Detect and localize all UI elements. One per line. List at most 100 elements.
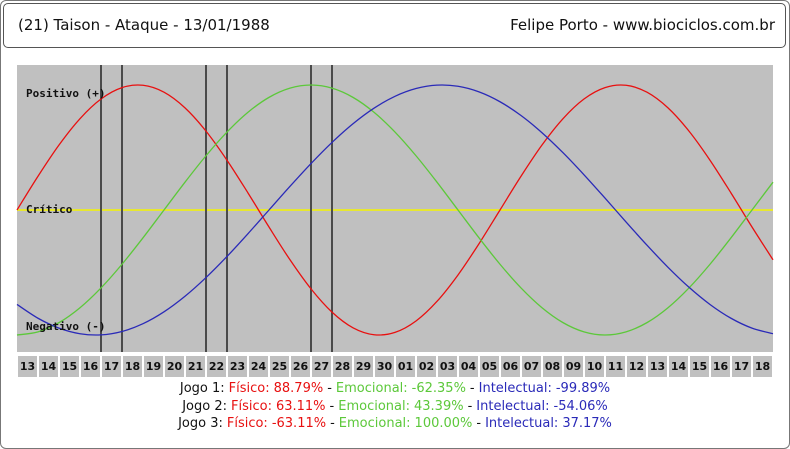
x-tick-label: 05 [482, 360, 497, 373]
separator: - [467, 398, 473, 414]
x-tick-label: 23 [230, 360, 245, 373]
game-line: Jogo 3: Físico: -63.11% - Emocional: 100.00% -… [0, 415, 790, 433]
game-line: Jogo 1: Físico: 88.79% - Emocional: -62.35% - I… [0, 380, 790, 398]
x-tick-label: 19 [146, 360, 161, 373]
separator: - [476, 416, 482, 431]
day-cell [249, 356, 268, 377]
y-tick-label: Crítico [26, 203, 73, 216]
x-tick-label: 02 [419, 360, 434, 373]
x-tick-label: 10 [587, 360, 603, 373]
x-tick-label: 07 [524, 360, 539, 373]
game-value: 37.17% [562, 416, 612, 431]
separator: - [330, 416, 335, 431]
x-tick-label: 09 [566, 360, 581, 373]
day-cell [564, 356, 583, 377]
header: (21) Taison - Ataque - 13/01/1988 Felipe… [3, 3, 786, 48]
series-name: Emocional: [338, 416, 411, 431]
plot-area [17, 65, 773, 352]
day-cell [753, 356, 772, 377]
x-tick-label: 03 [440, 360, 455, 373]
day-cell [270, 356, 289, 377]
day-cell [522, 356, 541, 377]
day-cell [711, 356, 730, 377]
day-cell [333, 356, 352, 377]
x-tick-label: 11 [608, 360, 623, 373]
day-cell [39, 356, 58, 377]
x-tick-label: 13 [650, 360, 665, 373]
game-value: 63.11% [275, 398, 326, 414]
x-tick-label: 24 [251, 360, 267, 373]
game-name: Jogo 3: [178, 416, 223, 431]
day-cell [543, 356, 562, 377]
series-name: Físico: [231, 398, 272, 414]
separator: - [327, 381, 332, 396]
day-cell [606, 356, 625, 377]
day-cell [459, 356, 478, 377]
game-value: 88.79% [273, 381, 324, 396]
series-line [16, 84, 774, 336]
series-name: Físico: [226, 416, 268, 431]
game-name: Jogo 1: [179, 381, 225, 396]
x-tick-label: 06 [503, 360, 519, 373]
day-cell [207, 356, 226, 377]
day-cell [480, 356, 499, 377]
day-cell [60, 356, 79, 377]
x-tick-label: 21 [188, 360, 203, 373]
game-value: 100.00% [414, 416, 473, 431]
x-tick-label: 20 [167, 360, 183, 373]
x-tick-label: 01 [398, 360, 413, 373]
author: Felipe Porto - www.biociclos.com.br [510, 16, 775, 34]
x-tick-label: 17 [734, 360, 749, 373]
separator: - [469, 381, 475, 396]
day-cell [396, 356, 415, 377]
series-name: Emocional: [338, 398, 410, 414]
series-name: Intelectual: [478, 381, 552, 396]
day-cell [18, 356, 37, 377]
day-cell [165, 356, 184, 377]
day-cell [144, 356, 163, 377]
x-tick-label: 14 [41, 360, 57, 373]
day-cell [627, 356, 646, 377]
day-cell [648, 356, 667, 377]
game-value: -99.89% [555, 381, 611, 396]
x-tick-label: 04 [461, 360, 477, 373]
day-cell [81, 356, 100, 377]
series-name: Intelectual: [485, 416, 559, 431]
game-value: 43.39% [414, 398, 464, 414]
day-cell [375, 356, 394, 377]
game-value: -63.11% [271, 416, 327, 431]
x-tick-label: 27 [314, 360, 329, 373]
day-cell [417, 356, 436, 377]
day-cell [312, 356, 331, 377]
day-cell [228, 356, 247, 377]
series-name: Intelectual: [476, 398, 550, 414]
game-value: -54.06% [553, 398, 608, 414]
x-tick-label: 29 [356, 360, 371, 373]
x-tick-label: 14 [671, 360, 687, 373]
day-cell [102, 356, 121, 377]
day-cell [585, 356, 604, 377]
day-cell [123, 356, 142, 377]
x-tick-label: 26 [293, 360, 309, 373]
day-cell [669, 356, 688, 377]
x-tick-label: 13 [20, 360, 35, 373]
series-name: Emocional: [335, 381, 408, 396]
y-tick-label: Positivo (+) [26, 87, 105, 100]
day-cell [438, 356, 457, 377]
x-tick-label: 22 [209, 360, 224, 373]
x-tick-label: 30 [377, 360, 393, 373]
game-value: -62.35% [411, 381, 466, 396]
series-line [16, 84, 774, 336]
day-cell [354, 356, 373, 377]
series-name: Físico: [228, 381, 270, 396]
x-tick-label: 15 [62, 360, 77, 373]
day-cell [732, 356, 751, 377]
x-tick-label: 12 [629, 360, 644, 373]
x-tick-label: 17 [104, 360, 119, 373]
x-tick-label: 16 [83, 360, 99, 373]
day-cell [690, 356, 709, 377]
game-name: Jogo 2: [182, 398, 227, 414]
x-tick-label: 15 [692, 360, 707, 373]
